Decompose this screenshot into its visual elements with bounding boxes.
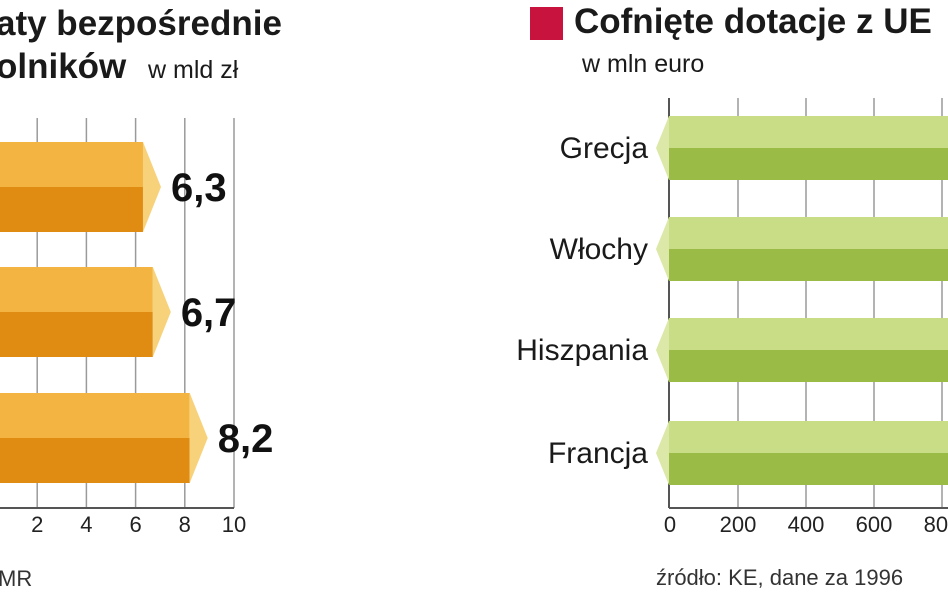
legend-swatch-red — [530, 7, 563, 40]
left-bar-bottom — [0, 312, 153, 357]
left-chart-unit: w mld zł — [148, 56, 239, 84]
right-xtick-label: 0 — [664, 512, 676, 537]
left-bar-bottom — [0, 187, 143, 232]
left-bar-cap — [189, 393, 208, 483]
left-bar-top — [0, 393, 190, 438]
right-bar-top — [669, 421, 948, 453]
right-xtick-label: 800 — [924, 512, 948, 537]
right-bar-bottom — [669, 148, 948, 180]
right-xtick-label: 200 — [720, 512, 757, 537]
left-chart-title-line2: olników — [0, 47, 127, 86]
right-chart-title: Cofnięte dotacje z UE — [574, 2, 932, 41]
left-bar-value-label: 6,3 — [171, 166, 227, 210]
right-bar-bottom — [669, 453, 948, 485]
right-chart-unit: w mln euro — [582, 50, 705, 78]
right-bar-cap — [656, 217, 669, 281]
left-xtick-label: 8 — [179, 512, 191, 537]
right-bar-cap — [656, 421, 669, 485]
right-chart-source: źródło: KE, dane za 1996 — [656, 565, 904, 590]
right-bar-top — [669, 318, 948, 350]
right-bar-cap — [656, 116, 669, 180]
left-chart-title-line1: aty bezpośrednie — [0, 4, 282, 43]
right-category-label: Grecja — [560, 132, 649, 165]
left-bar-bottom — [0, 438, 190, 483]
left-bar-value-label: 6,7 — [181, 291, 237, 335]
left-bar-value-label: 8,2 — [218, 417, 274, 461]
right-bar-top — [669, 116, 948, 148]
left-bar-cap — [152, 267, 171, 357]
left-bar-cap — [142, 142, 161, 232]
right-category-label: Hiszpania — [516, 334, 648, 367]
right-bar-bottom — [669, 350, 948, 382]
right-xtick-label: 600 — [856, 512, 893, 537]
left-bar-top — [0, 267, 153, 312]
left-xtick-label: 2 — [31, 512, 43, 537]
left-xtick-label: 6 — [129, 512, 141, 537]
right-bar-top — [669, 217, 948, 249]
left-chart-source: MR — [0, 566, 33, 591]
right-bar-bottom — [669, 249, 948, 281]
right-xtick-label: 400 — [788, 512, 825, 537]
right-category-label: Francja — [548, 437, 648, 470]
right-bar-cap — [656, 318, 669, 382]
left-xtick-label: 4 — [80, 512, 92, 537]
left-xtick-label: 10 — [222, 512, 246, 537]
right-category-label: Włochy — [550, 233, 648, 266]
left-bar-top — [0, 142, 143, 187]
